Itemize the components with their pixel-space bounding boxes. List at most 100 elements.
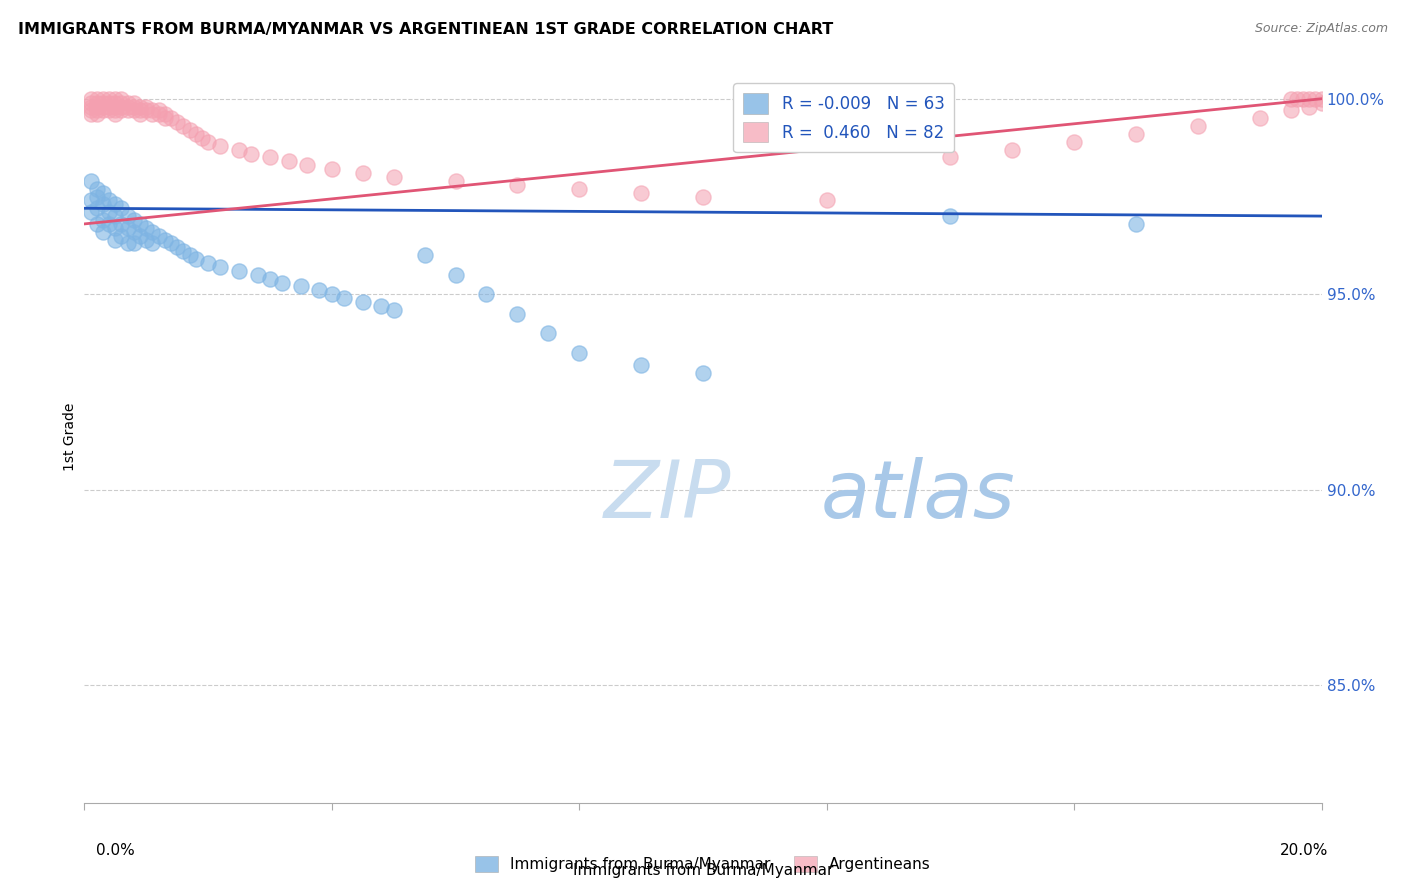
Point xyxy=(939,150,962,164)
Point xyxy=(475,287,498,301)
Point xyxy=(191,131,214,145)
Point xyxy=(104,107,127,121)
Point xyxy=(277,154,299,169)
Point xyxy=(1310,95,1333,110)
Point xyxy=(815,194,838,208)
Point xyxy=(197,256,219,270)
Text: 20.0%: 20.0% xyxy=(1281,843,1329,858)
Point xyxy=(122,225,145,239)
Point xyxy=(110,201,132,215)
Point xyxy=(79,194,101,208)
Point xyxy=(1279,92,1302,106)
Point xyxy=(98,194,121,208)
Point xyxy=(148,103,170,118)
Point xyxy=(1187,119,1209,133)
Point xyxy=(333,291,356,305)
Point xyxy=(141,103,163,118)
Point xyxy=(129,217,152,231)
Point xyxy=(98,95,121,110)
Point xyxy=(117,103,139,118)
Point xyxy=(135,220,157,235)
Point xyxy=(91,186,114,200)
Point xyxy=(352,295,374,310)
Point xyxy=(290,279,312,293)
Point xyxy=(91,197,114,211)
Point xyxy=(104,99,127,113)
Point xyxy=(86,107,108,121)
Point xyxy=(444,174,467,188)
Point xyxy=(568,346,591,360)
Point xyxy=(91,213,114,227)
Y-axis label: 1st Grade: 1st Grade xyxy=(63,403,77,471)
Point xyxy=(98,205,121,219)
Point xyxy=(160,236,183,251)
Point xyxy=(1001,143,1024,157)
Point xyxy=(172,119,194,133)
Point xyxy=(129,103,152,118)
Point xyxy=(246,268,269,282)
Point xyxy=(110,95,132,110)
Point xyxy=(91,92,114,106)
Point xyxy=(1285,92,1308,106)
Point xyxy=(135,233,157,247)
Point xyxy=(104,92,127,106)
Point xyxy=(110,92,132,106)
Point xyxy=(240,146,263,161)
Point xyxy=(370,299,392,313)
Point xyxy=(153,112,176,126)
Point xyxy=(122,213,145,227)
Text: ZIP: ZIP xyxy=(605,457,731,534)
Point xyxy=(413,248,436,262)
Point xyxy=(321,162,343,177)
Point xyxy=(172,244,194,259)
Point xyxy=(1298,92,1320,106)
Point xyxy=(209,138,232,153)
Point xyxy=(110,99,132,113)
Point xyxy=(98,217,121,231)
Point xyxy=(153,233,176,247)
Point xyxy=(153,107,176,121)
Point xyxy=(1125,127,1147,141)
Point xyxy=(86,217,108,231)
Point xyxy=(228,264,250,278)
Point xyxy=(91,103,114,118)
Point xyxy=(104,209,127,223)
Point xyxy=(122,236,145,251)
Point xyxy=(79,95,101,110)
Point xyxy=(352,166,374,180)
Point xyxy=(1305,92,1327,106)
Point xyxy=(630,358,652,372)
Point xyxy=(122,99,145,113)
Point xyxy=(86,92,108,106)
Text: Immigrants from Burma/Myanmar: Immigrants from Burma/Myanmar xyxy=(572,863,834,879)
Point xyxy=(321,287,343,301)
Point xyxy=(104,197,127,211)
Point xyxy=(79,107,101,121)
Point xyxy=(271,276,294,290)
Point xyxy=(141,107,163,121)
Point xyxy=(506,178,529,192)
Point xyxy=(98,99,121,113)
Point xyxy=(259,150,281,164)
Text: 0.0%: 0.0% xyxy=(96,843,135,858)
Point xyxy=(117,236,139,251)
Point xyxy=(104,220,127,235)
Point xyxy=(692,189,714,203)
Point xyxy=(79,92,101,106)
Point xyxy=(568,182,591,196)
Point xyxy=(129,228,152,243)
Point xyxy=(86,201,108,215)
Point xyxy=(135,99,157,113)
Point xyxy=(86,103,108,118)
Point xyxy=(117,220,139,235)
Point xyxy=(117,209,139,223)
Point xyxy=(148,228,170,243)
Point xyxy=(1063,135,1085,149)
Point xyxy=(295,158,318,172)
Point xyxy=(141,236,163,251)
Point xyxy=(506,307,529,321)
Point xyxy=(117,99,139,113)
Point xyxy=(117,95,139,110)
Point xyxy=(141,225,163,239)
Point xyxy=(91,99,114,113)
